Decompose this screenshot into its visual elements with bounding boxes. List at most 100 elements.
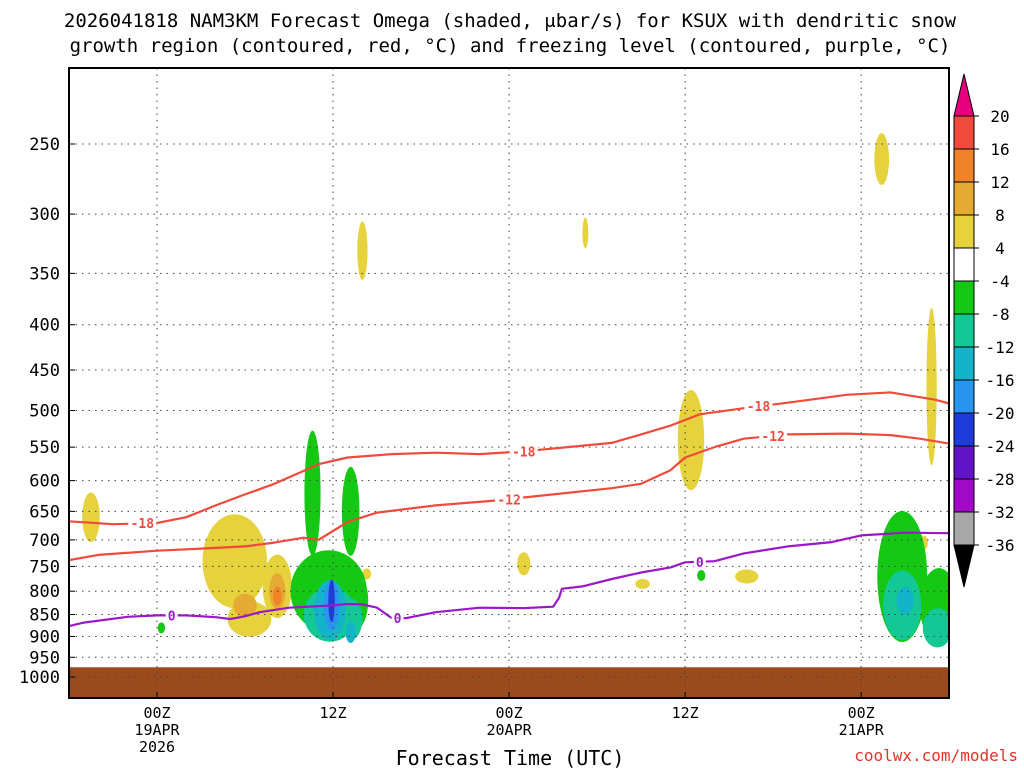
chart-title-line-1: 2026041818 NAM3KM Forecast Omega (shaded… <box>64 10 957 32</box>
y-tick-label-450: 450 <box>29 361 60 381</box>
colorbar-label--32: -32 <box>986 503 1015 522</box>
x-tick-label-48-0: 00Z <box>848 704 875 722</box>
y-tick-label-800: 800 <box>29 582 60 602</box>
omega-region-4-7 <box>582 217 589 249</box>
colorbar-top-arrow <box>953 73 975 117</box>
colorbar-label-12: 12 <box>990 173 1009 192</box>
y-tick-label-550: 550 <box>29 438 60 458</box>
colorbar-box-16 <box>953 115 975 150</box>
contour-label-bg-6 <box>391 610 404 626</box>
colorbar-label-20: 20 <box>990 107 1009 126</box>
omega-region-4-1 <box>202 514 268 609</box>
contour-label-bg-1 <box>509 443 538 459</box>
credit-link[interactable]: coolwx.com/models <box>854 746 1018 765</box>
y-tick-label-1000: 1000 <box>19 668 60 688</box>
x-tick-label-12-0: 12Z <box>319 704 346 722</box>
chart-title-line-2: growth region (contoured, red, °C) and f… <box>70 35 951 57</box>
colorbar-label-4: 4 <box>995 239 1005 258</box>
y-tick-label-350: 350 <box>29 264 60 284</box>
contour-label-7: 0 <box>696 556 704 571</box>
y-tick-label-900: 900 <box>29 627 60 647</box>
gridlines <box>69 68 949 698</box>
x-axis-label: Forecast Time (UTC) <box>396 746 625 768</box>
x-tick-label-48-1: 21APR <box>839 721 885 739</box>
colorbar-box--36 <box>953 511 975 546</box>
x-tick-label-0-0: 00Z <box>143 704 170 722</box>
omega-region-4-11 <box>874 133 890 185</box>
contour-label-2: -18 <box>747 400 771 415</box>
omega-region-4-8 <box>677 389 705 491</box>
omega-region--8-22 <box>697 570 706 582</box>
colorbar-label--24: -24 <box>986 437 1015 456</box>
y-tick-label-500: 500 <box>29 402 60 422</box>
contour-layer: -18 -18 -18 -12 -12 0 0 0 <box>69 391 949 628</box>
omega-region-4-6 <box>517 552 531 576</box>
contour-line-0-2 <box>69 531 949 628</box>
colorbar-label--36: -36 <box>986 536 1015 555</box>
colorbar-label--28: -28 <box>986 470 1015 489</box>
y-tick-label-950: 950 <box>29 648 60 668</box>
omega-region--24-33 <box>328 579 335 622</box>
omega-region-4-4 <box>357 221 368 280</box>
axes: 2503003504004505005506006507007508008509… <box>19 135 885 756</box>
colorbar-label-8: 8 <box>995 206 1005 225</box>
omega-region--12-28 <box>922 608 949 648</box>
contour-label-bg-5 <box>165 607 178 623</box>
omega-region--16-30 <box>345 621 356 643</box>
x-tick-label-36-0: 12Z <box>672 704 699 722</box>
plot-frame <box>68 67 950 699</box>
colorbar-box--20 <box>953 379 975 414</box>
colorbar-box--12 <box>953 313 975 348</box>
y-tick-label-400: 400 <box>29 316 60 336</box>
colorbar-box--4 <box>953 247 975 282</box>
contour-label-bg-0 <box>128 515 157 531</box>
contour-label-1: -18 <box>512 445 536 460</box>
contour-label-bg-2 <box>744 397 773 413</box>
contour-label-bg-4 <box>759 427 788 443</box>
colorbar-label-16: 16 <box>990 140 1009 159</box>
omega-region--8-20 <box>341 466 360 556</box>
omega-colorbar: 20 16 12 8 4 -4 -8 -12 -16 -20 -24 -28 -32 -36 <box>953 73 1015 588</box>
omega-region--8-17 <box>157 622 166 634</box>
x-tick-label-0-1: 19APR <box>134 721 180 739</box>
x-tick-label-24-1: 20APR <box>487 721 533 739</box>
contour-label-0: -18 <box>131 517 155 532</box>
contour-label-6: 0 <box>394 612 402 627</box>
contour-label-4: -12 <box>761 430 784 445</box>
y-tick-label-650: 650 <box>29 502 60 522</box>
y-tick-label-850: 850 <box>29 606 60 626</box>
y-tick-label-750: 750 <box>29 557 60 577</box>
omega-region-4-9 <box>734 569 759 584</box>
colorbar-box-8 <box>953 181 975 216</box>
colorbar-label--4: -4 <box>990 272 1009 291</box>
contour-line--18-0 <box>69 391 949 526</box>
colorbar-label--16: -16 <box>986 371 1015 390</box>
contour-label-bg-3 <box>495 491 524 507</box>
colorbar-box-4 <box>953 214 975 249</box>
contour-label-5: 0 <box>168 609 176 624</box>
omega-region-12-16 <box>272 586 282 606</box>
y-tick-label-700: 700 <box>29 531 60 551</box>
colorbar-box--16 <box>953 346 975 381</box>
y-tick-label-300: 300 <box>29 205 60 225</box>
omega-region-4-12 <box>926 307 937 466</box>
colorbar-box--24 <box>953 412 975 447</box>
colorbar-box--32 <box>953 478 975 513</box>
omega-region--16-31 <box>896 586 914 615</box>
y-tick-label-600: 600 <box>29 472 60 492</box>
omega-region-4-0 <box>82 492 100 543</box>
colorbar-label--20: -20 <box>986 404 1015 423</box>
contour-label-3: -12 <box>497 493 520 508</box>
omega-region--8-18 <box>304 430 321 556</box>
x-tick-label-24-0: 00Z <box>496 704 523 722</box>
contour-label-bg-7 <box>693 553 706 569</box>
colorbar-box-12 <box>953 148 975 183</box>
y-tick-label-250: 250 <box>29 135 60 155</box>
colorbar-label--8: -8 <box>990 305 1009 324</box>
colorbar-label--12: -12 <box>986 338 1015 357</box>
colorbar-bottom-arrow <box>953 544 975 588</box>
x-tick-label-0-2: 2026 <box>139 738 175 756</box>
colorbar-box--28 <box>953 445 975 480</box>
omega-region-4-5 <box>362 568 372 580</box>
